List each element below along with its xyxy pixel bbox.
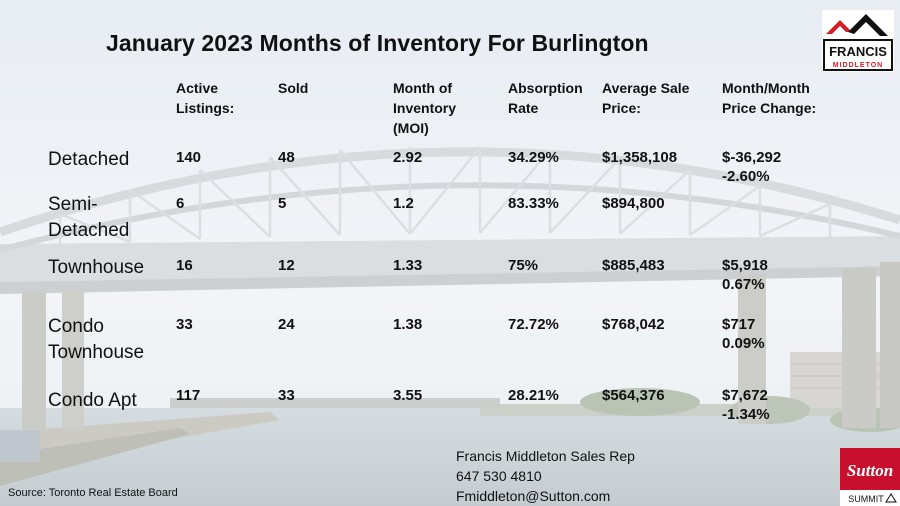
row-label-townhouse: Townhouse [48,257,145,278]
row-label-detached: Detached [48,149,130,170]
source-note: Source: Toronto Real Estate Board [8,487,178,499]
cell-absorption: 75% [508,257,539,274]
logo-fm-sub: MIDDLETON [833,62,883,69]
cell-avg-price: $564,376 [602,387,665,404]
cell-active: 33 [176,316,193,333]
cell-moi: 1.38 [393,316,423,333]
cell-moi: 2.92 [393,149,423,166]
cell-active: 6 [176,195,185,212]
contact-email: Fmiddleton@Sutton.com [456,488,611,504]
header-absorption-rate: Absorption Rate [508,80,583,116]
cell-change-pct: -1.34% [722,406,770,423]
cell-sold: 5 [278,195,287,212]
cell-active: 16 [176,257,193,274]
cell-absorption: 72.72% [508,316,559,333]
cell-change-pct: 0.67% [722,276,765,293]
cell-change: $717 [722,316,756,333]
cell-change-pct: -2.60% [722,168,770,185]
cell-avg-price: $894,800 [602,195,665,212]
row-label-condo-townhouse: Condo Townhouse [48,316,145,363]
cell-absorption: 34.29% [508,149,559,166]
header-active-listings: Active Listings: [176,80,235,116]
contact-name: Francis Middleton Sales Rep [456,448,635,464]
cell-sold: 48 [278,149,295,166]
cell-active: 140 [176,149,202,166]
cell-change: $-36,292 [722,149,782,166]
cell-change: $5,918 [722,257,768,274]
cell-avg-price: $1,358,108 [602,149,678,166]
cell-change: $7,672 [722,387,768,404]
cell-sold: 33 [278,387,295,404]
logo-sutton-name: Sutton [847,461,893,480]
cell-sold: 24 [278,316,295,333]
cell-active: 117 [176,387,201,404]
cell-moi: 3.55 [393,387,423,404]
contact-block: Francis Middleton Sales Rep 647 530 4810… [456,446,635,506]
logo-fm-name: FRANCIS [829,44,887,59]
cell-avg-price: $768,042 [602,316,665,333]
cell-change-pct: 0.09% [722,335,765,352]
contact-phone: 647 530 4810 [456,468,542,484]
header-average-sale-price: Average Sale Price: [602,80,690,116]
francis-middleton-logo: FRANCIS MIDDLETON [822,10,894,72]
header-sold: Sold [278,80,309,96]
cell-avg-price: $885,483 [602,257,665,274]
row-label-condo-apt: Condo Apt [48,390,137,411]
logo-sutton-sub: SUMMIT [848,494,884,504]
header-price-change: Month/Month Price Change: [722,80,817,116]
header-moi: Month of Inventory (MOI) [393,80,457,136]
sutton-logo: Sutton SUMMIT [840,448,900,506]
cell-absorption: 28.21% [508,387,559,404]
row-label-semi-detached: Semi-Detached [48,194,130,241]
cell-absorption: 83.33% [508,195,559,212]
cell-sold: 12 [278,257,295,274]
cell-moi: 1.33 [393,257,423,274]
slide-title: January 2023 Months of Inventory For Bur… [106,30,649,56]
cell-moi: 1.2 [393,195,414,212]
